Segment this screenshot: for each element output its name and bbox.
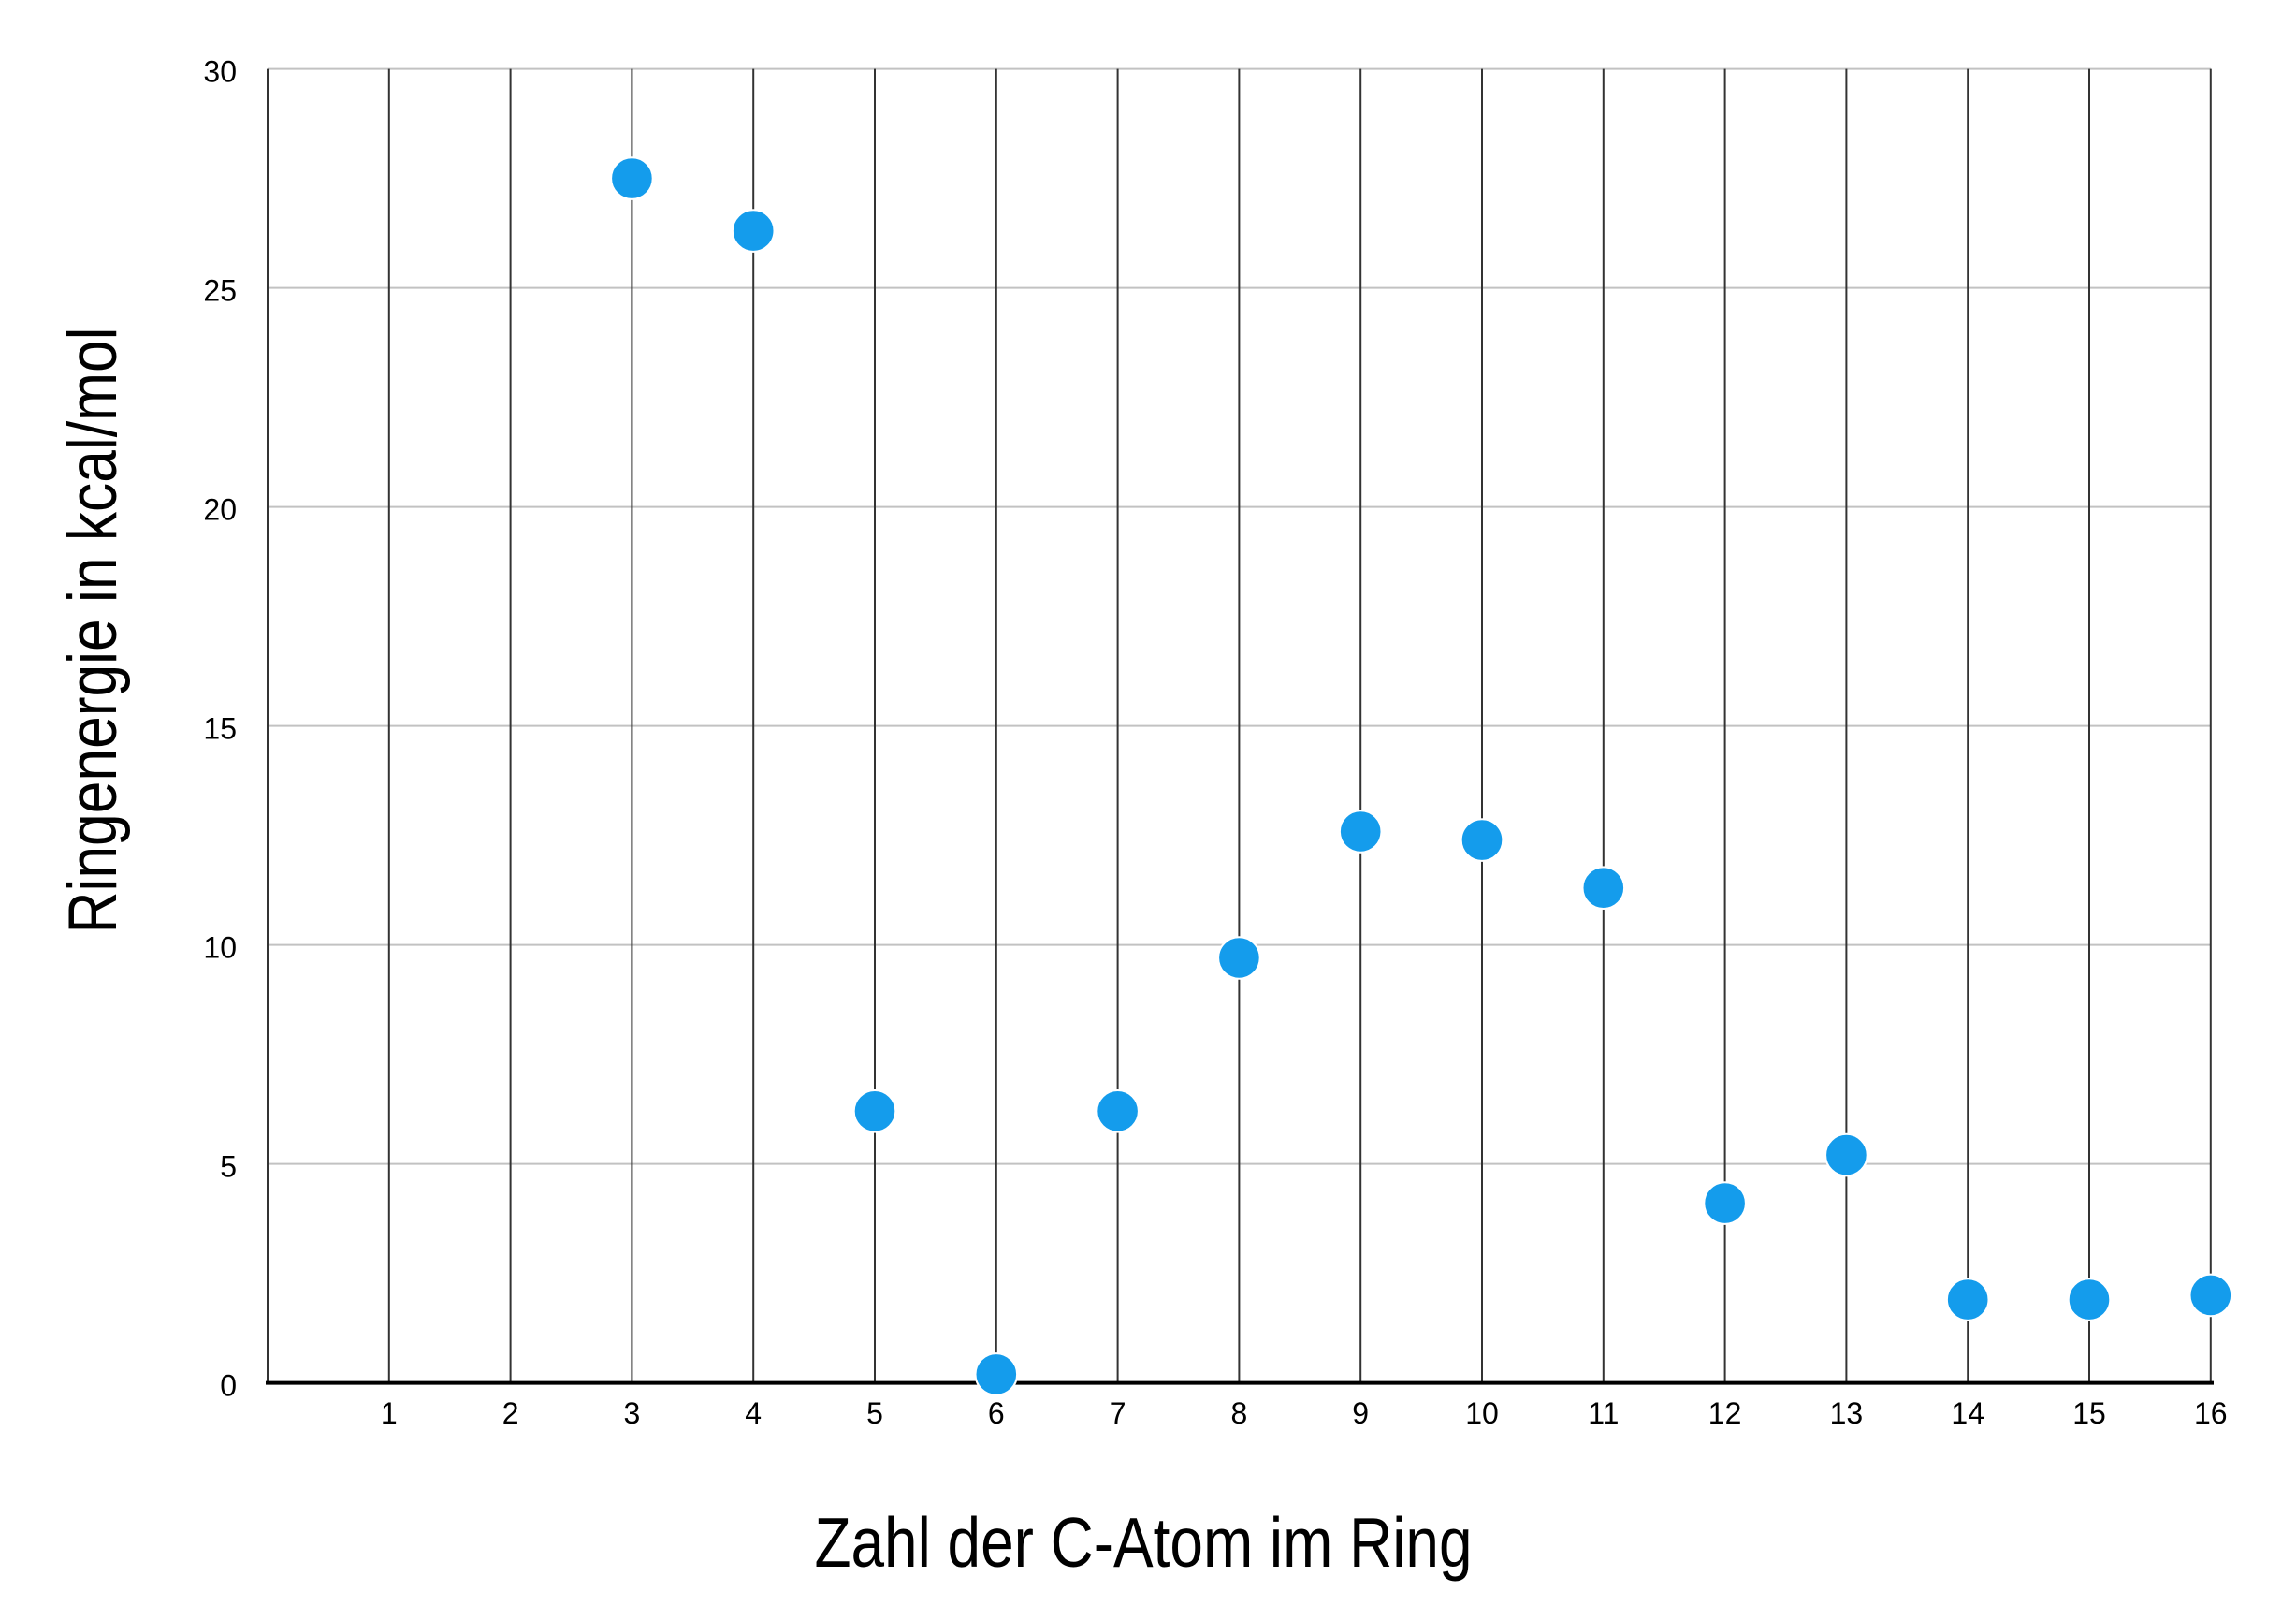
svg-text:10: 10 bbox=[203, 931, 237, 965]
svg-text:11: 11 bbox=[1588, 1396, 1619, 1430]
svg-text:15: 15 bbox=[203, 712, 237, 746]
svg-text:30: 30 bbox=[203, 55, 237, 89]
svg-text:Ringenergie in kcal/mol: Ringenergie in kcal/mol bbox=[55, 328, 131, 934]
svg-text:10: 10 bbox=[1465, 1396, 1499, 1430]
svg-text:Zahl der C-Atom im Ring: Zahl der C-Atom im Ring bbox=[815, 1503, 1473, 1582]
svg-text:13: 13 bbox=[1830, 1396, 1864, 1430]
svg-text:2: 2 bbox=[502, 1396, 519, 1430]
svg-text:25: 25 bbox=[203, 274, 237, 308]
svg-text:8: 8 bbox=[1231, 1396, 1248, 1430]
svg-text:12: 12 bbox=[1708, 1396, 1742, 1430]
svg-text:7: 7 bbox=[1110, 1396, 1126, 1430]
svg-text:5: 5 bbox=[866, 1396, 883, 1430]
svg-text:20: 20 bbox=[203, 493, 237, 527]
svg-text:15: 15 bbox=[2072, 1396, 2106, 1430]
svg-text:0: 0 bbox=[220, 1369, 237, 1403]
svg-text:6: 6 bbox=[988, 1396, 1005, 1430]
svg-text:3: 3 bbox=[624, 1396, 641, 1430]
svg-text:5: 5 bbox=[220, 1150, 237, 1184]
svg-text:14: 14 bbox=[1951, 1396, 1984, 1430]
svg-text:16: 16 bbox=[2194, 1396, 2228, 1430]
svg-text:9: 9 bbox=[1352, 1396, 1369, 1430]
svg-text:4: 4 bbox=[745, 1396, 762, 1430]
svg-text:1: 1 bbox=[381, 1396, 398, 1430]
